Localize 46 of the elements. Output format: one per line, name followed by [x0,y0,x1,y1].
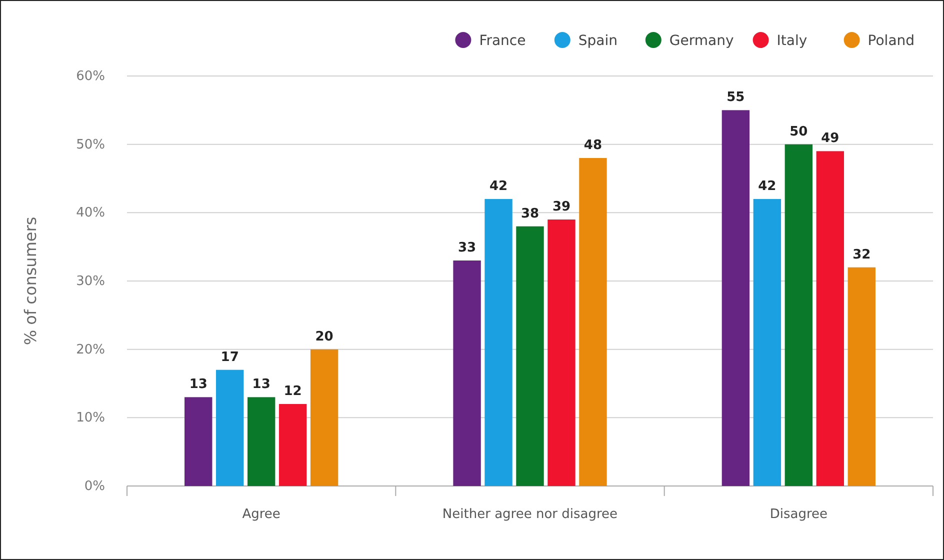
data-label: 32 [852,247,871,262]
bar [310,349,338,486]
y-tick-label: 60% [76,69,105,84]
y-axis-title: % of consumers [21,216,40,346]
data-label: 49 [821,131,840,146]
legend-label: Spain [578,33,618,49]
bar [816,151,844,486]
bar [484,199,512,486]
data-label: 17 [220,350,239,365]
data-label: 33 [458,240,476,256]
data-label: 12 [284,384,302,399]
legend-label: Italy [776,33,808,49]
x-tick-label: Disagree [770,507,828,522]
bar [278,404,307,486]
y-tick-label: 30% [76,274,105,289]
legend-label: Germany [669,33,734,49]
bar [753,199,782,486]
data-label: 42 [758,179,776,194]
legend-label: France [479,33,526,49]
bar [579,158,607,486]
bar [848,267,876,486]
y-tick-label: 0% [84,479,105,494]
y-tick-label: 10% [76,410,105,426]
bar [247,397,276,486]
y-tick-label: 40% [76,206,105,221]
data-label: 50 [790,124,808,140]
data-label: 48 [584,138,602,153]
y-tick-label: 20% [76,342,105,358]
y-tick-label: 50% [76,137,105,152]
bar [216,370,244,486]
x-tick-label: Neither agree nor disagree [442,507,618,522]
bar [184,397,212,486]
legend-label: Poland [868,33,915,49]
data-label: 42 [489,179,508,194]
data-label: 13 [189,377,208,392]
data-label: 38 [520,206,540,222]
bar [722,110,750,486]
data-label: 13 [252,377,270,392]
bar [784,144,813,486]
data-label: 20 [315,329,334,344]
data-label: 55 [726,90,745,106]
bar [548,220,576,486]
data-label: 39 [552,200,571,214]
bar [516,226,544,486]
x-tick-label: Agree [242,507,280,522]
bar [453,260,481,486]
